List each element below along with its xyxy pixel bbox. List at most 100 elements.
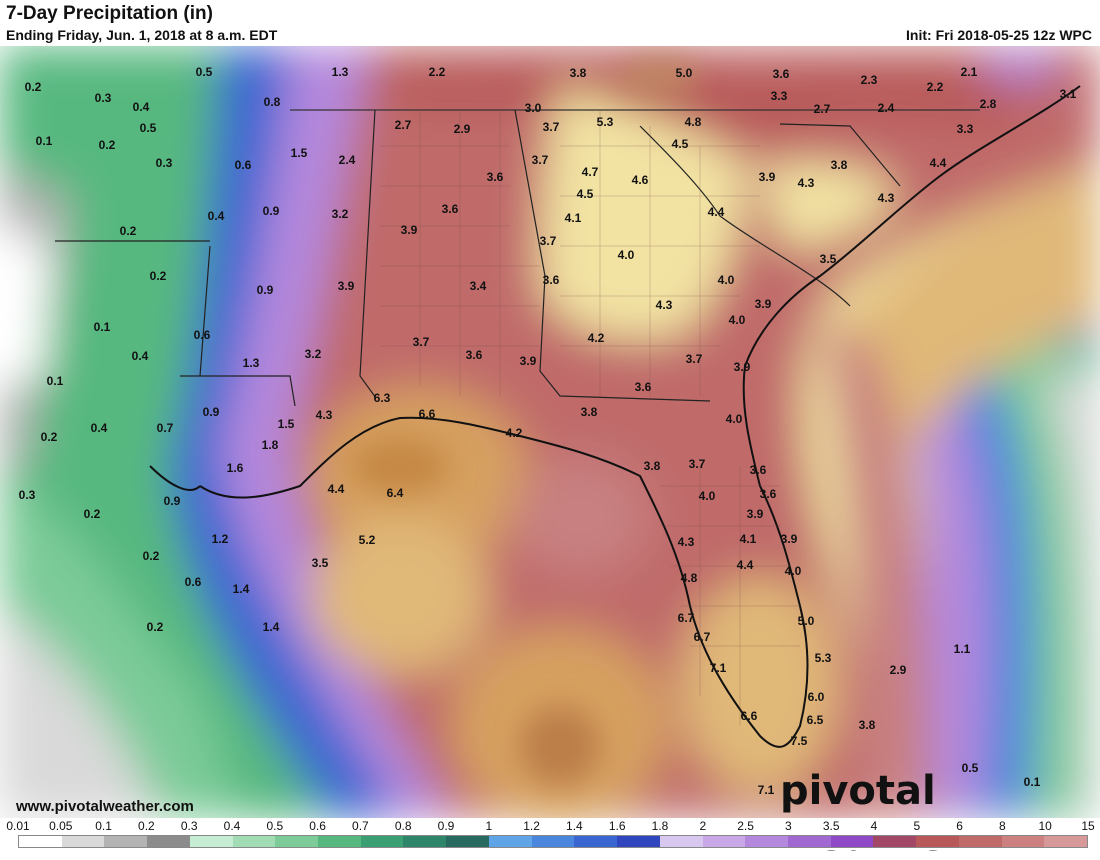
precip-value-label: 0.4 bbox=[91, 421, 108, 435]
precip-value-label: 3.5 bbox=[820, 252, 837, 266]
colorbar-swatch bbox=[61, 836, 105, 847]
precip-value-label: 0.1 bbox=[94, 320, 111, 334]
precip-value-label: 1.6 bbox=[227, 461, 244, 475]
precip-value-label: 0.3 bbox=[19, 488, 36, 502]
precip-value-label: 2.4 bbox=[339, 153, 356, 167]
precip-value-label: 4.3 bbox=[316, 408, 333, 422]
precip-value-label: 0.1 bbox=[36, 134, 53, 148]
precip-value-label: 0.2 bbox=[84, 507, 101, 521]
colorbar-swatch bbox=[617, 836, 660, 847]
init-time: Init: Fri 2018-05-25 12z WPC bbox=[906, 27, 1092, 43]
precip-value-label: 3.6 bbox=[487, 170, 504, 184]
colorbar-swatch bbox=[403, 836, 447, 847]
precip-value-label: 3.4 bbox=[470, 279, 487, 293]
precip-value-label: 1.2 bbox=[212, 532, 229, 546]
precip-value-label: 3.9 bbox=[338, 279, 355, 293]
precip-value-label: 3.5 bbox=[312, 556, 329, 570]
map-svg: 0.2 0.3 0.5 1.3 2.2 3.8 5.0 3.6 2.3 2.2 2.1 0.4 0.8 3… bbox=[0, 46, 1100, 818]
colorbar-swatch bbox=[1044, 836, 1087, 847]
colorbar-ticks: 0.01 0.05 0.1 0.2 0.3 0.4 0.5 0.6 0.7 0.8 0.9 1 1.2 1… bbox=[6, 818, 1094, 834]
precip-value-label: 3.9 bbox=[401, 223, 418, 237]
precip-value-label: 4.0 bbox=[726, 412, 743, 426]
precip-value-label: 7.1 bbox=[710, 661, 727, 675]
precip-value-label: 6.7 bbox=[694, 630, 711, 644]
precip-value-label: 0.6 bbox=[235, 158, 252, 172]
precip-value-label: 0.5 bbox=[140, 121, 157, 135]
precip-value-label: 4.7 bbox=[582, 165, 599, 179]
colorbar-swatch bbox=[232, 836, 276, 847]
precip-value-label: 0.1 bbox=[47, 374, 64, 388]
precip-value-label: 3.6 bbox=[760, 487, 777, 501]
value-labels: 0.2 0.3 0.5 1.3 2.2 3.8 5.0 3.6 2.3 2.2 2.1 0.4 0.8 3… bbox=[19, 65, 1077, 797]
colorbar-swatch bbox=[659, 836, 703, 847]
precip-value-label: 5.0 bbox=[676, 66, 693, 80]
colorbar-tick-label: 15 bbox=[1081, 819, 1095, 833]
colorbar-swatch bbox=[446, 836, 489, 847]
colorbar-tick-label: 1 bbox=[485, 819, 493, 833]
precip-value-label: 3.9 bbox=[759, 170, 776, 184]
precip-maxima bbox=[350, 56, 700, 786]
colorbar-swatch bbox=[147, 836, 190, 847]
colorbar-swatch bbox=[104, 836, 148, 847]
precip-value-label: 0.2 bbox=[41, 430, 58, 444]
precip-value-label: 0.1 bbox=[1024, 775, 1041, 789]
colorbar-swatch bbox=[702, 836, 746, 847]
precip-value-label: 4.0 bbox=[618, 248, 635, 262]
precip-value-label: 0.4 bbox=[133, 100, 150, 114]
precip-value-label: 2.7 bbox=[814, 102, 831, 116]
colorbar-swatch bbox=[360, 836, 404, 847]
precip-value-label: 2.9 bbox=[890, 663, 907, 677]
colorbar-tick-label: 0.7 bbox=[352, 819, 369, 833]
colorbar-tick-label: 0.2 bbox=[138, 819, 155, 833]
colorbar-tick-label: 6 bbox=[956, 819, 963, 833]
precip-value-label: 0.8 bbox=[264, 95, 281, 109]
precip-value-label: 3.3 bbox=[771, 89, 788, 103]
precip-value-label: 1.3 bbox=[332, 65, 349, 79]
precip-value-label: 0.3 bbox=[95, 91, 112, 105]
precip-value-label: 6.3 bbox=[374, 391, 391, 405]
precipitation-map[interactable]: 0.2 0.3 0.5 1.3 2.2 3.8 5.0 3.6 2.3 2.2 2.1 0.4 0.8 3… bbox=[0, 46, 1100, 818]
precip-value-label: 6.5 bbox=[807, 713, 824, 727]
colorbar-swatch bbox=[1001, 836, 1045, 847]
coastline bbox=[149, 85, 1081, 748]
colorbar-tick-label: 0.6 bbox=[309, 819, 326, 833]
precip-value-label: 6.6 bbox=[419, 407, 436, 421]
precip-value-label: 2.8 bbox=[980, 97, 997, 111]
precip-value-label: 3.6 bbox=[750, 463, 767, 477]
precip-value-label: 0.9 bbox=[257, 283, 274, 297]
map-title: 7-Day Precipitation (in) bbox=[6, 3, 213, 24]
colorbar-swatches bbox=[18, 835, 1088, 848]
colorbar-tick-label: 0.1 bbox=[95, 819, 112, 833]
precip-value-label: 0.2 bbox=[143, 549, 160, 563]
precip-value-label: 3.8 bbox=[570, 66, 587, 80]
precip-value-label: 3.6 bbox=[466, 348, 483, 362]
precip-value-label: 6.7 bbox=[678, 611, 695, 625]
precip-value-label: 1.4 bbox=[263, 620, 280, 634]
valid-time: Ending Friday, Jun. 1, 2018 at 8 a.m. ED… bbox=[6, 27, 278, 43]
precip-value-label: 0.9 bbox=[164, 494, 181, 508]
precip-value-label: 4.8 bbox=[685, 115, 702, 129]
precip-value-label: 0.7 bbox=[157, 421, 174, 435]
precip-value-label: 0.2 bbox=[150, 269, 167, 283]
precip-value-label: 3.8 bbox=[644, 459, 661, 473]
colorbar-swatch bbox=[958, 836, 1002, 847]
precip-value-label: 3.7 bbox=[686, 352, 703, 366]
precip-value-label: 3.9 bbox=[755, 297, 772, 311]
colorbar-swatch bbox=[916, 836, 959, 847]
precip-value-label: 4.5 bbox=[672, 137, 689, 151]
precip-value-label: 0.5 bbox=[196, 65, 213, 79]
precip-value-label: 4.4 bbox=[328, 482, 345, 496]
precip-value-label: 1.8 bbox=[262, 438, 279, 452]
colorbar-tick-label: 1.4 bbox=[566, 819, 583, 833]
colorbar-tick-label: 0.9 bbox=[437, 819, 455, 833]
colorbar-tick-label: 3 bbox=[785, 819, 792, 833]
colorbar-tick-label: 0.05 bbox=[49, 819, 73, 833]
precip-value-label: 5.3 bbox=[597, 115, 614, 129]
colorbar-swatch bbox=[189, 836, 233, 847]
precip-value-label: 3.7 bbox=[540, 234, 557, 248]
precip-value-label: 0.9 bbox=[263, 204, 280, 218]
colorbar-tick-label: 2 bbox=[699, 819, 707, 833]
precip-value-label: 5.2 bbox=[359, 533, 376, 547]
precip-value-label: 6.0 bbox=[808, 690, 825, 704]
precip-value-label: 1.5 bbox=[291, 146, 308, 160]
